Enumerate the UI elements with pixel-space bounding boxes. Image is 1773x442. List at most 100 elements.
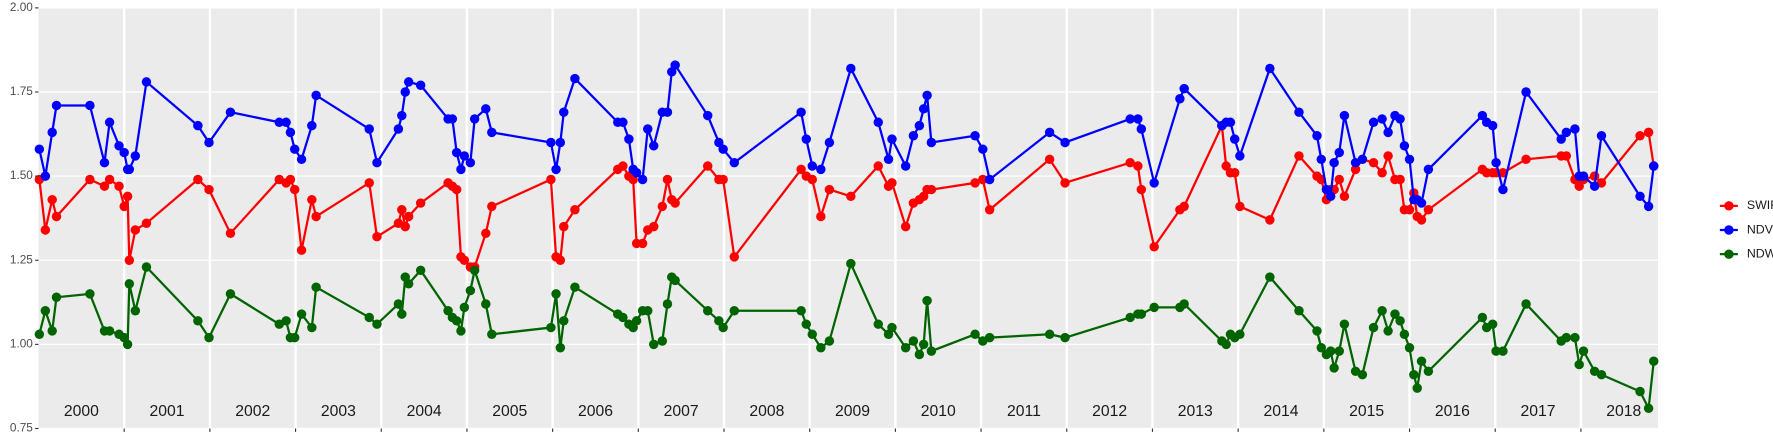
data-point bbox=[40, 306, 51, 316]
data-point bbox=[1521, 154, 1531, 165]
data-point bbox=[649, 141, 659, 151]
data-point bbox=[1635, 386, 1645, 397]
data-point bbox=[296, 309, 307, 319]
data-point bbox=[99, 181, 110, 191]
data-point bbox=[99, 157, 110, 168]
data-point bbox=[637, 238, 648, 249]
data-point bbox=[555, 137, 566, 148]
data-point bbox=[364, 178, 374, 188]
data-point bbox=[1060, 332, 1070, 343]
data-point bbox=[918, 104, 929, 114]
data-point bbox=[40, 225, 51, 235]
data-point bbox=[718, 144, 728, 154]
data-point bbox=[1377, 114, 1387, 124]
data-point bbox=[846, 63, 856, 74]
data-point bbox=[397, 309, 407, 319]
data-point bbox=[1383, 151, 1393, 161]
data-point bbox=[570, 205, 580, 215]
data-point bbox=[1294, 151, 1304, 161]
y-tick-label: 0.75 bbox=[10, 421, 33, 435]
data-point bbox=[703, 306, 713, 316]
legend-marker bbox=[1724, 225, 1734, 235]
data-point bbox=[114, 141, 124, 151]
data-point bbox=[459, 255, 470, 265]
data-point bbox=[1578, 171, 1589, 181]
data-point bbox=[193, 120, 203, 131]
data-point bbox=[1487, 319, 1498, 329]
data-point bbox=[193, 316, 203, 326]
data-point bbox=[124, 164, 135, 175]
data-point bbox=[114, 181, 124, 191]
data-point bbox=[1060, 137, 1070, 148]
data-point bbox=[34, 144, 45, 154]
data-point bbox=[846, 258, 856, 269]
data-point bbox=[1060, 178, 1070, 188]
data-point bbox=[649, 221, 659, 232]
data-point bbox=[1229, 168, 1240, 178]
data-point bbox=[631, 168, 642, 178]
data-point bbox=[1179, 299, 1189, 309]
data-point bbox=[1149, 242, 1159, 252]
data-point bbox=[104, 117, 115, 128]
data-point bbox=[796, 306, 806, 316]
data-point bbox=[1404, 205, 1415, 215]
year-label: 2011 bbox=[1007, 403, 1041, 420]
data-point bbox=[922, 295, 932, 306]
data-point bbox=[465, 157, 476, 168]
data-point bbox=[1561, 127, 1572, 138]
data-point bbox=[51, 292, 62, 302]
data-point bbox=[887, 322, 897, 333]
year-label: 2007 bbox=[664, 403, 699, 420]
data-point bbox=[1383, 127, 1393, 138]
data-point bbox=[487, 201, 497, 212]
legend-label: NDWI bbox=[1747, 246, 1773, 260]
y-tick-label: 1.25 bbox=[10, 252, 33, 266]
data-point bbox=[1383, 326, 1393, 336]
data-point bbox=[47, 127, 57, 138]
data-point bbox=[204, 137, 214, 148]
legend-marker bbox=[1724, 201, 1734, 211]
data-point bbox=[914, 120, 925, 131]
data-point bbox=[122, 339, 133, 350]
data-point bbox=[193, 174, 203, 185]
year-label: 2000 bbox=[64, 403, 99, 420]
data-point bbox=[1498, 184, 1508, 195]
data-point bbox=[415, 80, 426, 90]
data-point bbox=[51, 211, 62, 222]
year-label: 2006 bbox=[578, 403, 613, 420]
data-point bbox=[40, 171, 51, 181]
data-point bbox=[714, 316, 724, 326]
data-point bbox=[1221, 161, 1231, 171]
year-label: 2010 bbox=[921, 403, 956, 420]
data-point bbox=[1316, 343, 1326, 353]
data-point bbox=[1136, 124, 1147, 134]
data-point bbox=[729, 157, 740, 168]
data-point bbox=[1133, 161, 1143, 171]
data-point bbox=[618, 161, 628, 171]
year-label: 2018 bbox=[1606, 403, 1641, 420]
data-point bbox=[1321, 184, 1332, 195]
data-point bbox=[559, 107, 569, 117]
data-point bbox=[1334, 147, 1344, 158]
data-point bbox=[714, 137, 724, 148]
data-point bbox=[703, 110, 713, 121]
data-point bbox=[1294, 306, 1304, 316]
data-point bbox=[824, 184, 835, 195]
data-point bbox=[1368, 117, 1379, 128]
data-point bbox=[1149, 178, 1159, 188]
data-point bbox=[662, 299, 673, 309]
data-point bbox=[555, 255, 566, 265]
data-point bbox=[1423, 205, 1434, 215]
data-point bbox=[657, 336, 668, 346]
data-point bbox=[1294, 107, 1304, 117]
data-point bbox=[1235, 201, 1245, 212]
data-point bbox=[570, 282, 580, 292]
data-point bbox=[887, 178, 897, 188]
data-point bbox=[47, 194, 57, 205]
data-point bbox=[908, 336, 919, 346]
data-point bbox=[1498, 346, 1508, 356]
data-point bbox=[1409, 369, 1419, 380]
data-point bbox=[551, 164, 561, 175]
data-point bbox=[141, 218, 152, 228]
data-point bbox=[1390, 309, 1400, 319]
